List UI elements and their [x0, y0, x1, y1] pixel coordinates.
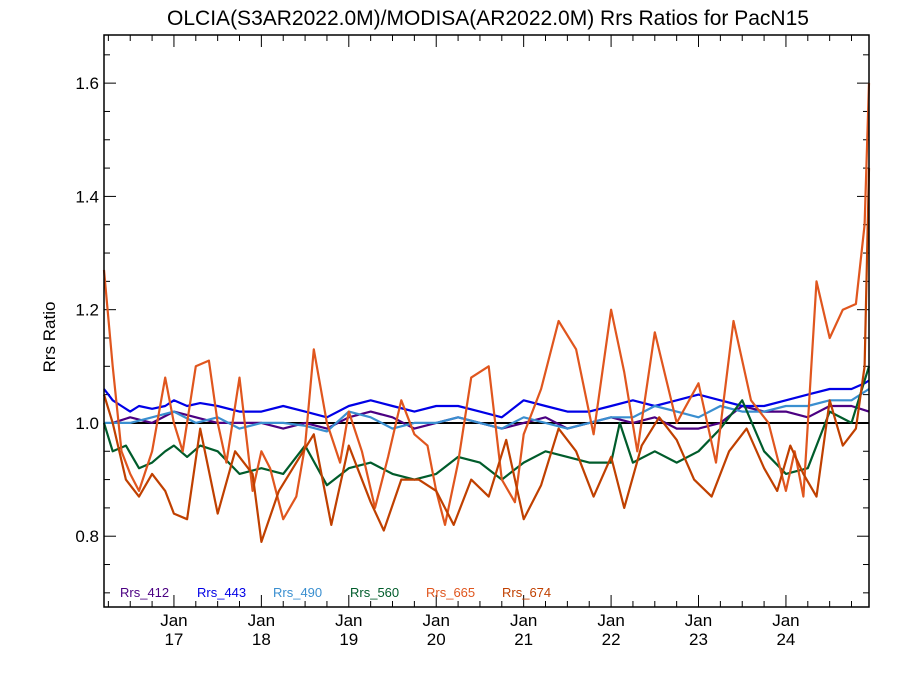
- y-tick-label: 1.4: [75, 187, 99, 206]
- x-tick-label-year: 23: [689, 630, 708, 649]
- x-tick-label-month: Jan: [510, 611, 537, 630]
- x-tick-label-year: 24: [776, 630, 795, 649]
- x-tick-label-year: 22: [602, 630, 621, 649]
- chart-title: OLCIA(S3AR2022.0M)/MODISA(AR2022.0M) Rrs…: [167, 7, 809, 30]
- series-line-rrs-443: [103, 379, 870, 419]
- x-tick-label-year: 17: [164, 630, 183, 649]
- x-tick-label-month: Jan: [423, 611, 450, 630]
- legend-entry-rrs-412: Rrs_412: [120, 585, 169, 600]
- series-line-rrs-665: [102, 83, 871, 527]
- y-tick-label: 0.8: [75, 527, 99, 546]
- y-axis-label: Rrs Ratio: [40, 302, 59, 373]
- plot-area: 0.81.01.21.41.6Jan17Jan18Jan19Jan20Jan21…: [75, 35, 871, 649]
- x-tick-label-year: 19: [339, 630, 358, 649]
- series-line-rrs-490: [104, 388, 870, 433]
- plot-frame: [103, 34, 870, 608]
- x-tick-label-month: Jan: [597, 611, 624, 630]
- legend-entry-rrs-490: Rrs_490: [273, 585, 322, 600]
- x-tick-label-year: 20: [427, 630, 446, 649]
- legend-entry-rrs-665: Rrs_665: [426, 585, 475, 600]
- series-line-rrs-674: [102, 168, 871, 544]
- legend-entry-rrs-560: Rrs_560: [350, 585, 399, 600]
- legend-entry-rrs-443: Rrs_443: [197, 585, 246, 600]
- x-tick-label-month: Jan: [335, 611, 362, 630]
- legend-entry-rrs-674: Rrs_674: [502, 585, 551, 600]
- x-tick-label-month: Jan: [160, 611, 187, 630]
- x-tick-label-month: Jan: [772, 611, 799, 630]
- x-tick-label-month: Jan: [248, 611, 275, 630]
- y-tick-label: 1.0: [75, 414, 99, 433]
- x-tick-label-year: 21: [514, 630, 533, 649]
- x-tick-label-month: Jan: [685, 611, 712, 630]
- y-tick-label: 1.2: [75, 301, 99, 320]
- x-tick-label-year: 18: [252, 630, 271, 649]
- y-tick-label: 1.6: [75, 74, 99, 93]
